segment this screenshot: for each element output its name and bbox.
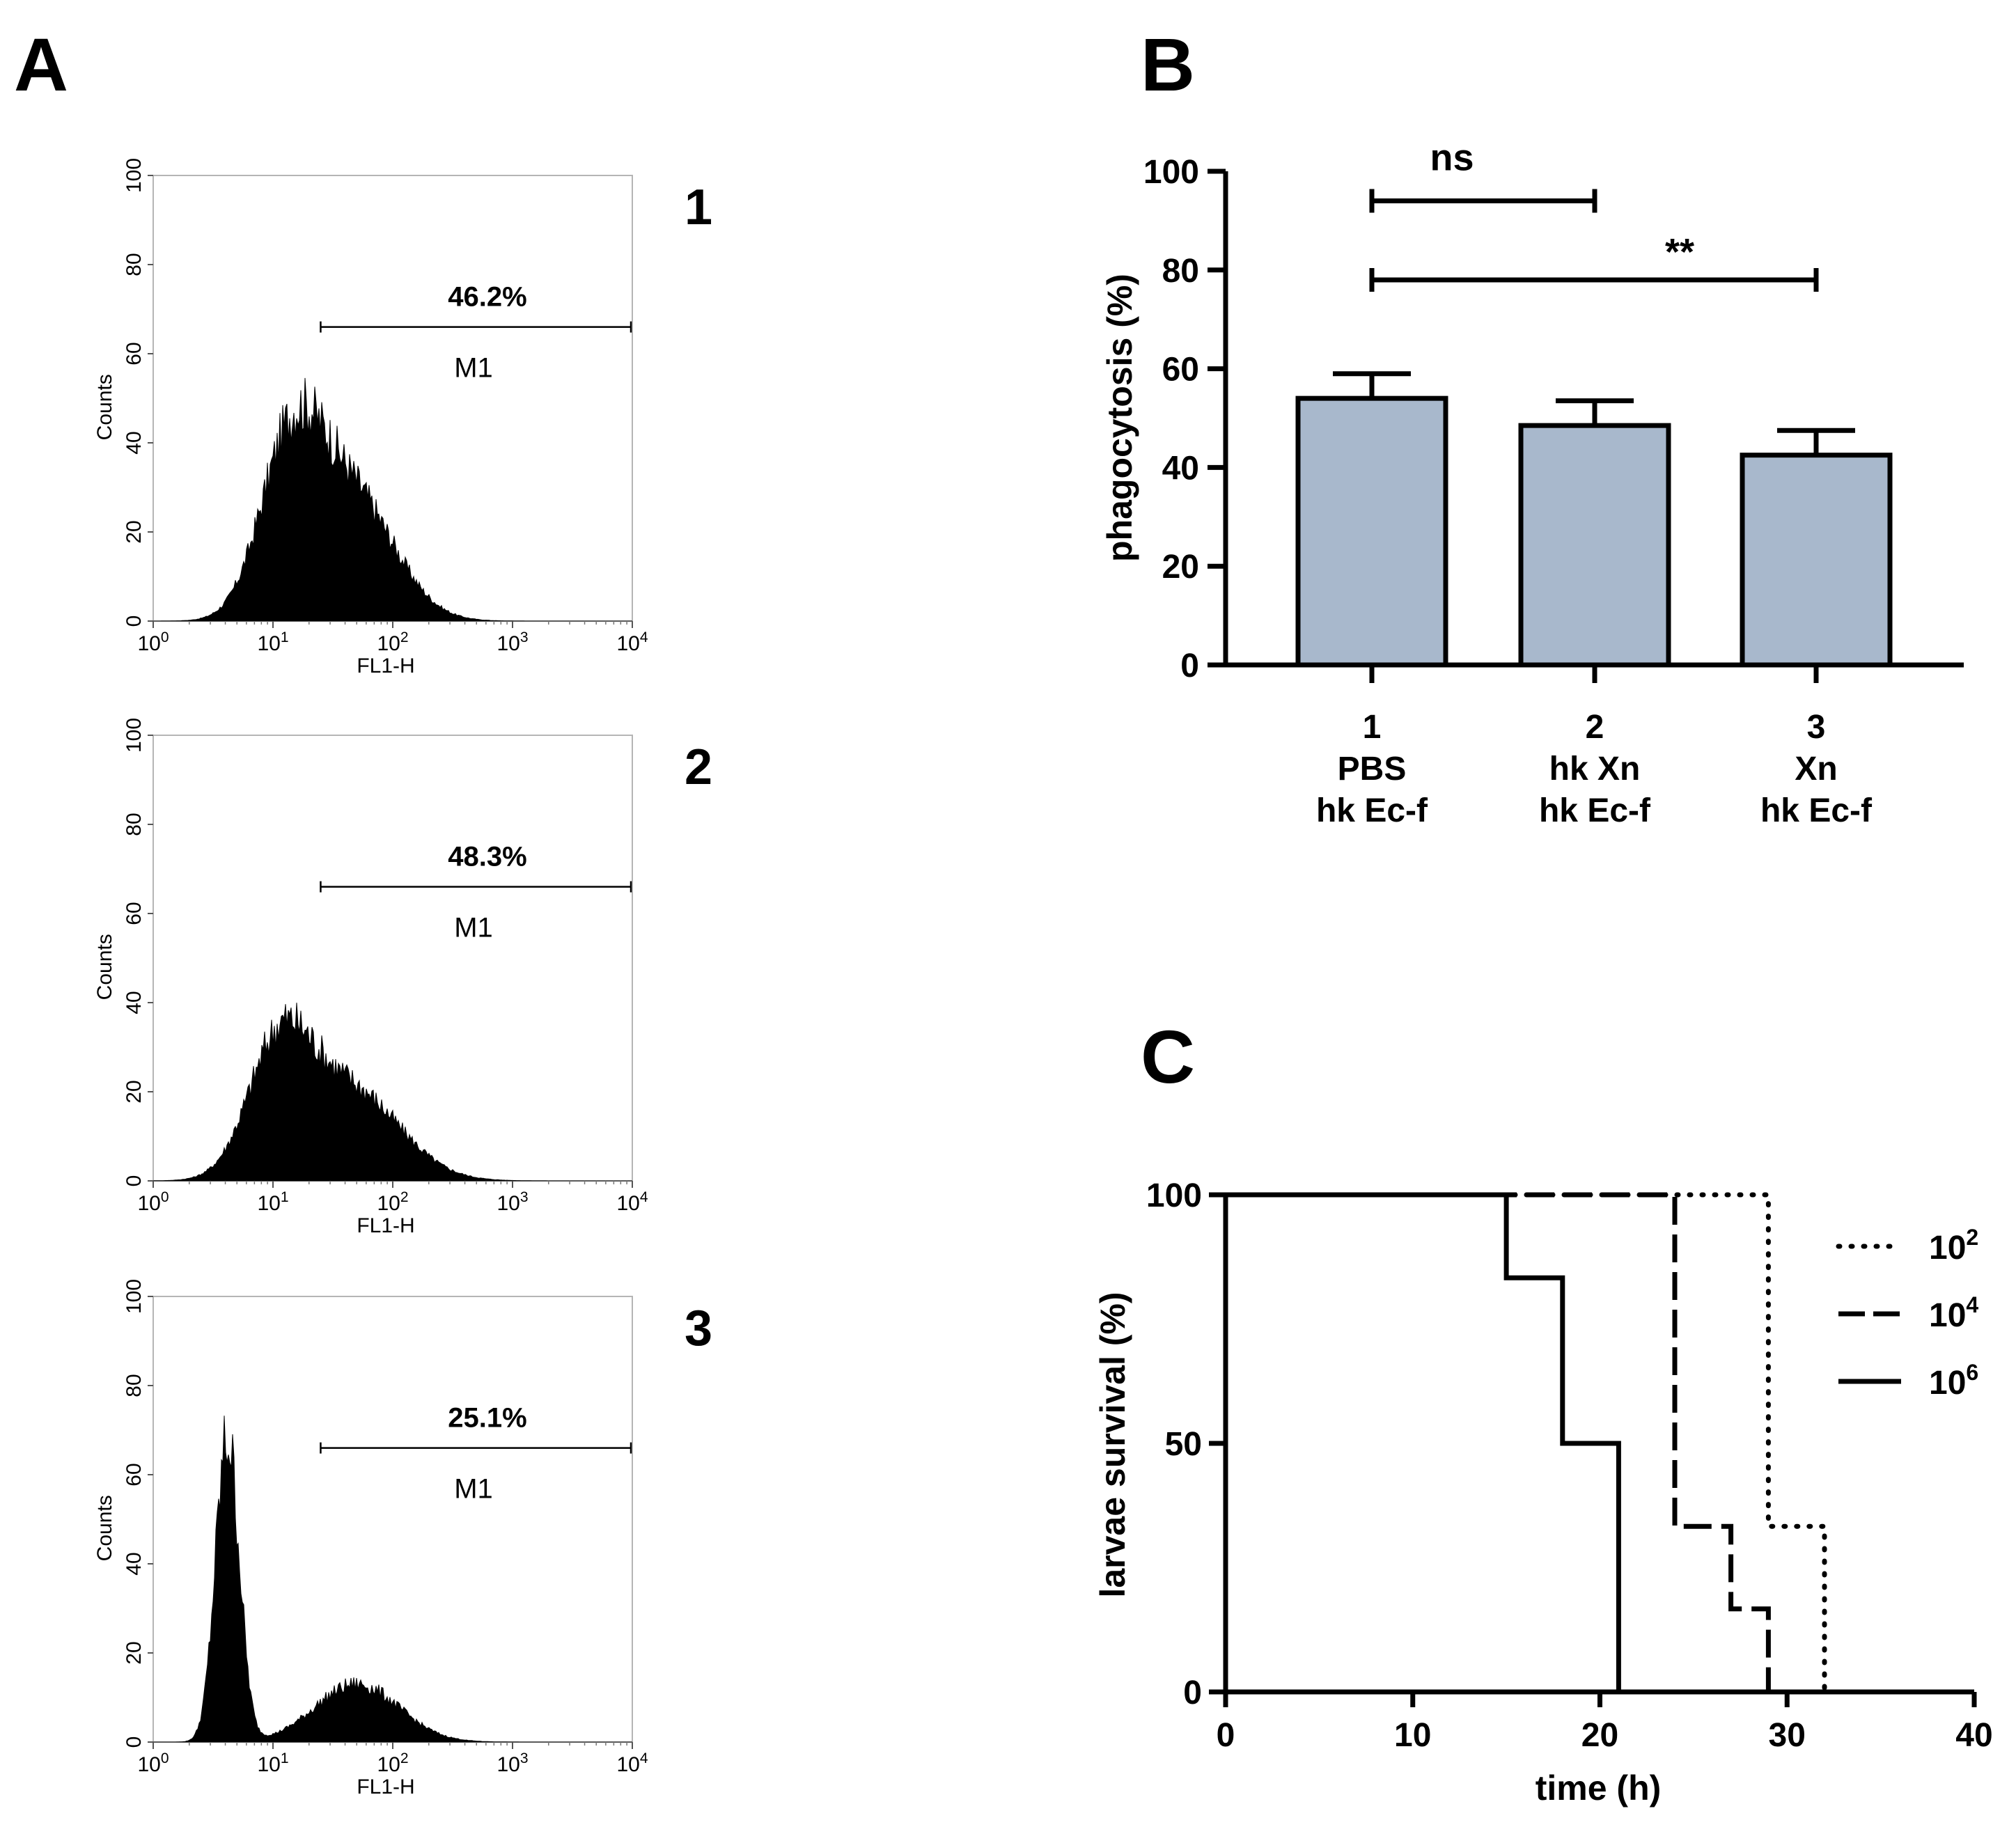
category-label-2: hk Xn <box>1549 751 1641 787</box>
histogram-1: 0 20 40 60 80 100 Counts 100 101 102 103 104 FL1-H 46… <box>93 158 712 677</box>
histogram-number: 2 <box>685 739 712 795</box>
y-tick-label: 60 <box>123 1463 146 1486</box>
gate-name-label: M1 <box>454 1474 493 1505</box>
y-tick-label: 0 <box>1180 648 1199 684</box>
histogram-area <box>153 1416 632 1743</box>
x-axis-label: FL1-H <box>357 1775 414 1798</box>
x-tick-label: 102 <box>377 1750 408 1776</box>
gate-name-label: M1 <box>454 353 493 384</box>
gate-name-label: M1 <box>454 913 493 943</box>
panel-letter-a: A <box>14 22 68 107</box>
category-label-1: 1 <box>1363 709 1382 746</box>
y-tick-label: 20 <box>1162 549 1199 586</box>
bar-3 <box>1740 453 1893 668</box>
y-tick-label: 40 <box>123 431 146 454</box>
panel-letter-c: C <box>1141 1014 1195 1099</box>
significance-label-1: ns <box>1430 137 1474 179</box>
x-tick-label: 102 <box>377 629 408 655</box>
x-tick-label: 100 <box>137 629 169 655</box>
y-tick-label: 20 <box>123 1080 146 1103</box>
gate-percent-label: 25.1% <box>448 1403 526 1434</box>
y-tick-label: 80 <box>123 253 146 276</box>
category-label-1: PBS <box>1338 751 1407 787</box>
category-label-3: Xn <box>1795 751 1837 787</box>
category-label-1: hk Ec-f <box>1316 792 1428 829</box>
bar-2 <box>1518 423 1671 668</box>
x-tick-label: 103 <box>497 1189 528 1215</box>
y-tick-label: 40 <box>123 1552 146 1575</box>
x-tick-label: 101 <box>257 1189 288 1215</box>
y-tick-label: 0 <box>123 1736 146 1748</box>
y-axis-label: Counts <box>93 374 116 440</box>
survival-line-dashed <box>1226 1192 1771 1692</box>
y-axis-label: Counts <box>93 1495 116 1561</box>
category-label-3: 3 <box>1807 709 1826 746</box>
histogram-3: 0 20 40 60 80 100 Counts 100 101 102 103 104 FL1-H 25… <box>93 1279 712 1798</box>
y-tick-label: 100 <box>1146 1177 1202 1214</box>
x-tick-label: 104 <box>616 1189 648 1215</box>
x-tick-label: 10 <box>1394 1717 1431 1754</box>
y-tick-label: 0 <box>123 1175 146 1187</box>
y-tick-label: 100 <box>123 158 146 193</box>
y-tick-label: 20 <box>123 520 146 543</box>
survival-line-solid <box>1226 1192 1621 1692</box>
x-tick-label: 101 <box>257 1750 288 1776</box>
y-axis-label: phagocytosis (%) <box>1100 274 1139 562</box>
legend-label: 104 <box>1929 1292 1978 1334</box>
gate-percent-label: 46.2% <box>448 282 526 313</box>
y-tick-label: 0 <box>1183 1675 1202 1711</box>
x-tick-label: 104 <box>616 1750 648 1776</box>
y-tick-label: 40 <box>123 991 146 1014</box>
y-tick-label: 50 <box>1165 1426 1202 1463</box>
x-tick-label: 102 <box>377 1189 408 1215</box>
category-label-2: hk Ec-f <box>1539 792 1651 829</box>
x-tick-label: 103 <box>497 629 528 655</box>
significance-label-2: ** <box>1665 231 1694 273</box>
legend-label: 106 <box>1929 1360 1978 1402</box>
y-tick-label: 100 <box>123 1279 146 1314</box>
panel-b-bar-chart: 0 20 40 60 80 100 phagocytosis (%) 1 PBS hk Ec-f 2… <box>1100 137 1964 829</box>
gate-percent-label: 48.3% <box>448 842 526 872</box>
x-axis-label: FL1-H <box>357 654 414 677</box>
x-tick-label: 40 <box>1955 1717 1992 1754</box>
x-tick-label: 103 <box>497 1750 528 1776</box>
y-axis-label: larvae survival (%) <box>1093 1292 1132 1597</box>
survival-line-dotted <box>1223 1192 1827 1695</box>
legend-label: 102 <box>1929 1225 1978 1267</box>
x-tick-label: 104 <box>616 629 648 655</box>
y-tick-label: 60 <box>123 902 146 925</box>
panel-c-survival-chart: 0 50 100 0 10 20 30 40 time (h) larvae survival (… <box>1093 1177 1993 1808</box>
y-tick-label: 100 <box>1143 154 1199 191</box>
bar-1 <box>1295 395 1448 668</box>
y-tick-label: 80 <box>1162 253 1199 290</box>
x-axis-label: time (h) <box>1536 1769 1662 1808</box>
histogram-area <box>153 1003 632 1182</box>
y-tick-label: 60 <box>123 342 146 365</box>
y-tick-label: 80 <box>123 1374 146 1397</box>
category-label-3: hk Ec-f <box>1760 792 1873 829</box>
panel-letter-b: B <box>1141 22 1195 107</box>
x-tick-label: 100 <box>137 1750 169 1776</box>
y-tick-label: 0 <box>123 615 146 627</box>
category-label-2: 2 <box>1586 709 1604 746</box>
histogram-number: 1 <box>685 180 712 235</box>
histogram-area <box>153 377 632 622</box>
x-tick-label: 101 <box>257 629 288 655</box>
x-tick-label: 30 <box>1769 1717 1806 1754</box>
y-tick-label: 80 <box>123 813 146 836</box>
x-tick-label: 20 <box>1581 1717 1618 1754</box>
y-tick-label: 60 <box>1162 352 1199 389</box>
histogram-number: 3 <box>685 1301 712 1356</box>
y-axis-label: Counts <box>93 934 116 1000</box>
x-tick-label: 100 <box>137 1189 169 1215</box>
histogram-2: 0 20 40 60 80 100 Counts 100 101 102 103 104 FL1-H 48… <box>93 718 712 1237</box>
x-tick-label: 0 <box>1217 1717 1235 1754</box>
y-tick-label: 20 <box>123 1641 146 1664</box>
y-tick-label: 100 <box>123 718 146 753</box>
y-tick-label: 40 <box>1162 450 1199 487</box>
x-axis-label: FL1-H <box>357 1214 414 1237</box>
